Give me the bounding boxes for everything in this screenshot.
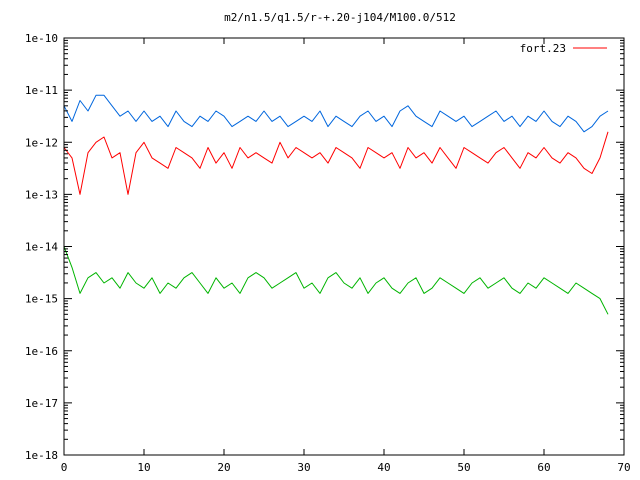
y-tick-label: 1e-10 xyxy=(25,32,58,45)
plot-frame xyxy=(63,37,625,456)
axes-layer: 0 10 20 30 40 50 60 70 1e-10 1e-11 1e-12 1e-13 1e-14… xyxy=(25,32,631,474)
x-tick-label: 0 xyxy=(61,461,68,474)
chart-title: m2/n1.5/q1.5/r-+.20-j104/M100.0/512 xyxy=(224,11,456,24)
y-tick-label: 1e-15 xyxy=(25,293,58,306)
series-line-1 xyxy=(63,94,609,133)
series-layer xyxy=(63,94,609,315)
y-tick-label: 1e-16 xyxy=(25,345,58,358)
x-tick-label: 70 xyxy=(617,461,630,474)
x-tick-label: 10 xyxy=(137,461,150,474)
x-tick-label: 20 xyxy=(217,461,230,474)
x-tick-label: 60 xyxy=(537,461,550,474)
y-tick-label: 1e-18 xyxy=(25,449,58,462)
y-tick-label: 1e-11 xyxy=(25,84,58,97)
x-tick-label: 40 xyxy=(377,461,390,474)
x-tick-label: 30 xyxy=(297,461,310,474)
y-tick-label: 1e-17 xyxy=(25,397,58,410)
x-tick-label: 50 xyxy=(457,461,470,474)
legend: fort.23 xyxy=(520,42,607,55)
y-tick-label: 1e-14 xyxy=(25,241,58,254)
legend-label: fort.23 xyxy=(520,42,566,55)
series-line-2 xyxy=(63,246,609,315)
y-tick-label: 1e-13 xyxy=(25,188,58,201)
series-line-0 xyxy=(63,131,609,195)
y-tick-label: 1e-12 xyxy=(25,136,58,149)
